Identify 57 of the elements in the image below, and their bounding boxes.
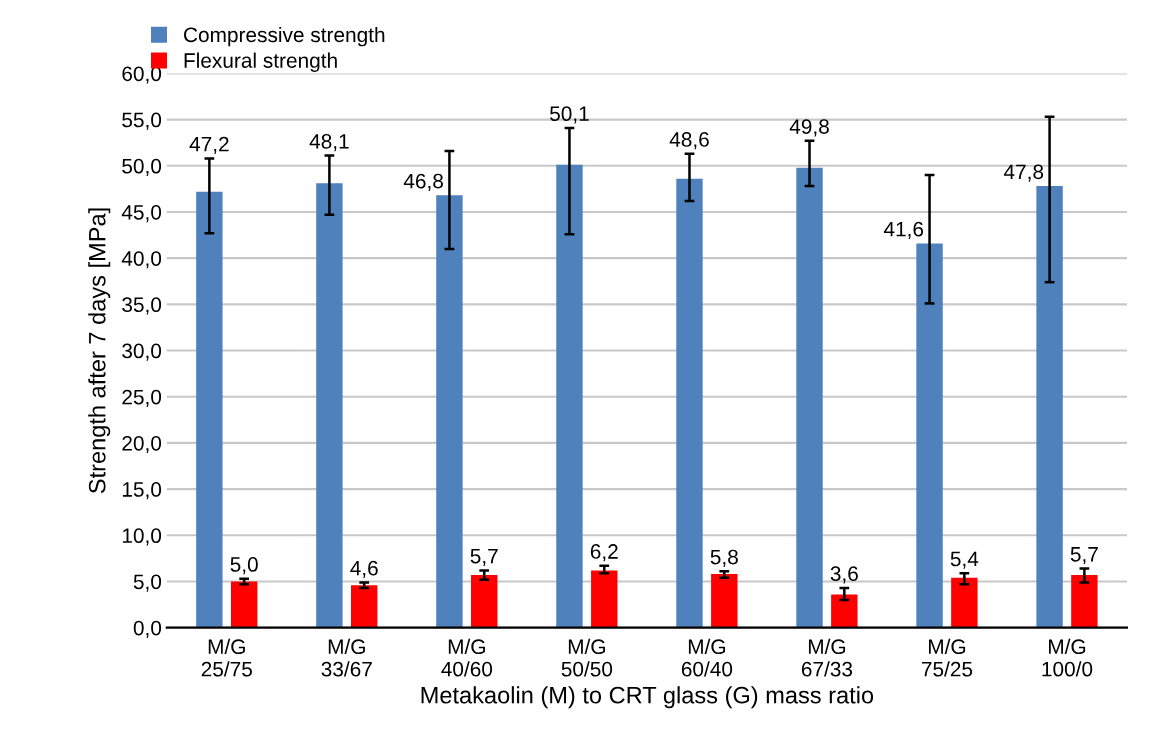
y-tick-label: 60,0: [122, 66, 162, 84]
y-tick-label: 45,0: [121, 204, 162, 223]
data-label: 5,4: [950, 551, 979, 569]
y-tick-label: 10,0: [122, 528, 162, 546]
bar: [711, 574, 738, 628]
bar: [316, 183, 343, 628]
bar: [436, 195, 463, 628]
data-label: 5,7: [1070, 547, 1098, 565]
bar: [230, 581, 258, 628]
data-label: 4,6: [350, 560, 378, 578]
bar: [1036, 186, 1063, 628]
x-axis-title: Metakaolin (M) to CRT glass (G) mass ratio: [421, 686, 874, 709]
x-tick-label: M/G 75/25: [921, 638, 973, 677]
bar: [796, 167, 823, 628]
y-tick-label: 35,0: [122, 297, 162, 315]
x-tick-label: M/G 40/60: [441, 638, 493, 677]
x-tick-label: M/G 67/33: [801, 638, 853, 677]
data-label: 50,1: [550, 106, 589, 124]
bar: [831, 594, 858, 628]
data-label: 5,7: [470, 548, 498, 566]
legend-label: Compressive strength: [184, 26, 385, 47]
y-tick-label: 5,0: [133, 574, 162, 592]
bar: [916, 243, 943, 628]
data-label: 3,6: [830, 566, 858, 584]
y-tick-label: 20,0: [122, 435, 162, 454]
bar: [676, 178, 703, 628]
legend-label: Flexural strength: [184, 52, 337, 73]
y-tick-label: 30,0: [122, 343, 162, 361]
x-tick-label: M/G 25/75: [201, 638, 252, 677]
x-tick-label: M/G 50/50: [561, 638, 613, 677]
y-tick-label: 40,0: [121, 251, 162, 269]
data-label: 48,1: [309, 133, 349, 152]
x-tick-label: M/G 60/40: [681, 638, 733, 677]
bar: [591, 570, 618, 628]
bar: [951, 577, 978, 628]
data-label: 47,2: [189, 136, 229, 154]
bar: [1071, 575, 1098, 628]
data-label: 5,8: [710, 549, 738, 567]
data-label: 5,0: [230, 557, 258, 575]
y-tick-label: 55,0: [122, 112, 162, 130]
data-label: 46,8: [403, 173, 443, 191]
bar: [556, 164, 583, 628]
x-tick-label: M/G 33/67: [321, 638, 372, 677]
bar: [351, 585, 378, 628]
data-label: 41,6: [883, 221, 924, 239]
data-label: 49,8: [789, 119, 829, 137]
bar: [471, 575, 498, 628]
y-tick-label: 0,0: [133, 620, 162, 638]
data-label: 48,6: [669, 132, 709, 150]
y-tick-label: 25,0: [122, 389, 162, 407]
y-tick-label: 50,0: [122, 158, 162, 176]
bar: [196, 191, 223, 628]
data-label: 6,2: [590, 544, 618, 562]
x-tick-label: M/G 100/0: [1042, 638, 1093, 677]
y-axis-title: Strength after 7 days [MPa]: [88, 208, 111, 494]
data-label: 47,8: [1003, 164, 1044, 182]
y-tick-label: 15,0: [122, 482, 162, 500]
